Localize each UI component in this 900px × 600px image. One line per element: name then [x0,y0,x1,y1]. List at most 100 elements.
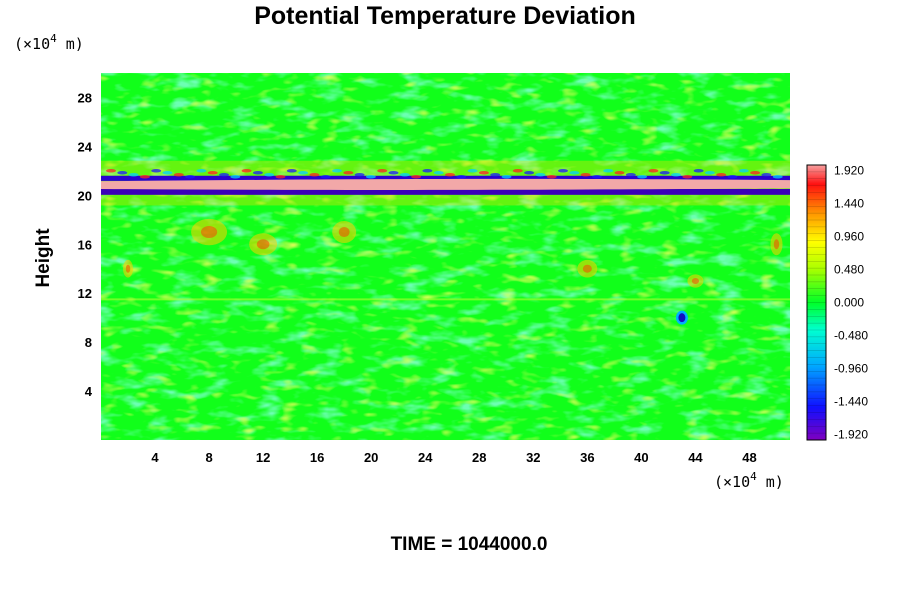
band-streak [490,172,501,177]
band-negative-upper [101,175,790,181]
band-streak [117,170,128,175]
colorbar-tick-label: 0.960 [834,230,864,244]
positive-patch-core [773,239,780,250]
x-tick-label: 16 [310,450,324,465]
y-tick-label: 4 [85,384,93,399]
y-tick-label: 28 [78,90,92,105]
band-streak [151,168,162,173]
x-tick-label: 36 [580,450,594,465]
y-tick-label: 16 [78,237,92,252]
band-streak [422,168,433,173]
colorbar-tick-label: -0.960 [834,362,868,376]
band-streak [750,170,761,175]
band-streak [241,168,252,173]
y-unit-prefix: (×10 [14,35,50,53]
band-streak [298,170,309,175]
band-streak [219,172,229,177]
band-streak [365,174,376,179]
x-axis-ticks: 4 8 12 16 20 24 28 32 36 40 44 48 [151,450,756,465]
band-streak [569,170,580,175]
band-streak [637,174,648,179]
colorbar: 1.920 1.440 0.960 0.480 0.000 -0.480 -0.960 -1.… [806,164,868,442]
band-streak [671,172,681,177]
band-streak [173,172,184,177]
band-streak [185,174,196,179]
colorbar-tick-label: -1.920 [834,428,868,442]
band-streak [704,170,715,175]
band-streak [614,170,625,175]
y-tick-label: 12 [78,286,92,301]
colorbar-tick-label: 0.480 [834,263,864,277]
y-axis-label: Height [33,228,54,288]
band-streak [625,172,636,177]
colorbar-ticks: 1.920 1.440 0.960 0.480 0.000 -0.480 -0.960 -1.… [834,164,868,442]
band-streak [309,172,320,177]
x-tick-label: 4 [151,450,159,465]
band-streak [343,170,354,175]
band-streak [535,172,546,177]
band-streak [332,168,342,173]
time-label: TIME = 1044000.0 [391,534,548,555]
band-streak [659,170,670,175]
band-streak [388,170,399,175]
band-streak [761,172,772,177]
positive-patch-core [338,227,350,238]
band-negative-lower [101,188,790,195]
band-streak [727,174,738,179]
band-streak [603,168,614,173]
band-streak [648,168,659,173]
positive-patch-core [691,277,700,284]
band-streak [772,174,783,179]
x-tick-label: 40 [634,450,648,465]
y-tick-label: 24 [78,139,93,154]
colorbar-tick-label: -1.440 [834,395,868,409]
x-tick-label: 20 [364,450,378,465]
band-streak [558,168,568,173]
band-streak [106,168,116,173]
band-streak [286,168,297,173]
band-streak [580,172,591,177]
positive-patch-core [256,239,270,250]
x-tick-label: 8 [205,450,212,465]
y-unit-exponent: 4 [50,32,57,45]
x-tick-label: 44 [688,450,703,465]
colorbar-tick-label: -0.480 [834,329,868,343]
band-streak [433,170,444,175]
y-tick-label: 20 [78,188,92,203]
x-unit-suffix: m) [757,473,784,491]
y-axis-unit: (×104 m) [14,32,84,53]
colorbar-ramp [806,164,827,441]
negative-spot [678,313,686,323]
positive-patch-core [200,226,218,239]
colorbar-tick-label: 0.000 [834,296,864,310]
y-axis-ticks: 4 8 12 16 20 24 28 [78,90,93,399]
band-streak [377,168,388,173]
field-features [101,160,790,325]
y-unit-suffix: m) [57,35,84,53]
colorbar-tick-label: 1.440 [834,197,864,211]
band-streak [252,170,263,175]
band-streak [162,170,173,175]
x-unit-exponent: 4 [750,470,757,483]
x-tick-label: 12 [256,450,270,465]
band-streak [354,172,365,177]
band-streak [139,174,150,179]
positive-patch-core [125,264,131,273]
field-texture-yellow [101,73,790,440]
band-streak [207,170,218,175]
band-streak [467,168,478,173]
colorbar-tick-label: 1.920 [834,164,864,178]
y-tick-label: 8 [85,335,92,350]
x-tick-label: 28 [472,450,486,465]
band-positive-core [101,178,790,190]
band-streak [478,170,489,175]
band-streak [445,172,455,177]
x-tick-label: 24 [418,450,433,465]
band-streak [512,168,523,173]
band-streak [399,172,410,177]
band-streak [196,168,207,173]
x-tick-label: 32 [526,450,540,465]
band-streak [230,174,241,179]
band-streak [546,174,557,179]
